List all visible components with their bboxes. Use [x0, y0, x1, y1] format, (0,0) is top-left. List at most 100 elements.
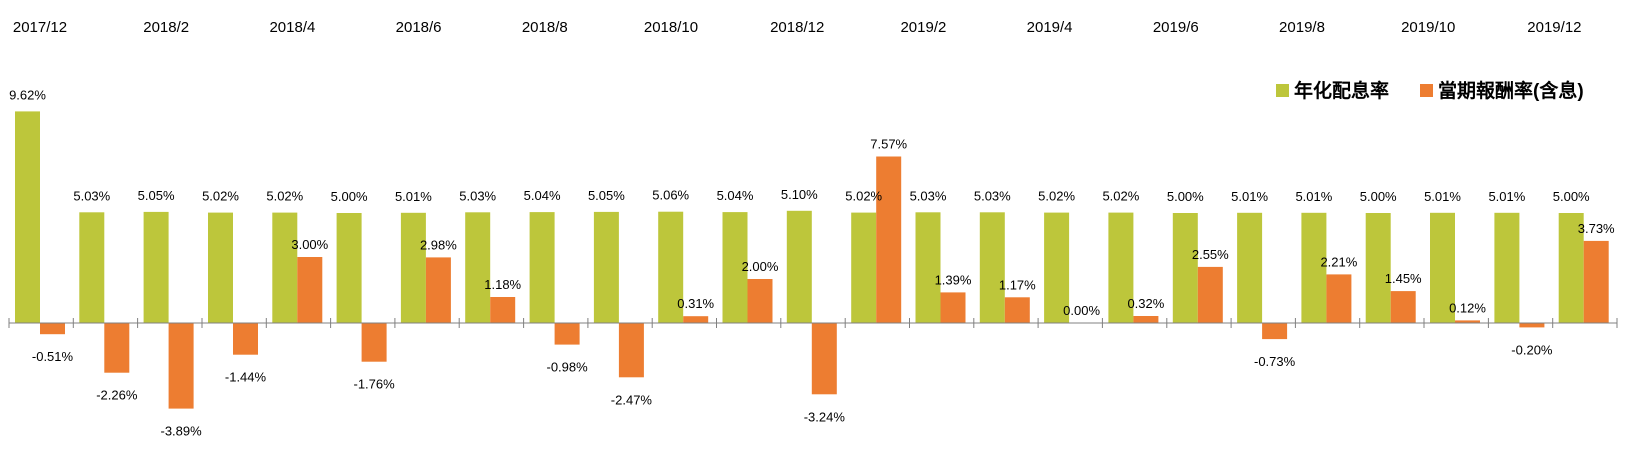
label-annualized-yield-2018-8: 5.04%	[524, 188, 561, 203]
bar-period-return-2018-7	[490, 297, 516, 323]
x-axis	[8, 318, 1618, 328]
bar-annualized-yield-2018-2	[143, 211, 169, 323]
bar-annualized-yield-2019-10	[1430, 212, 1455, 323]
bar-annualized-yield-2019-5	[1108, 212, 1134, 323]
bar-annualized-yield-2018-5	[336, 213, 362, 323]
label-annualized-yield-2019-11: 5.01%	[1488, 189, 1525, 204]
label-annualized-yield-2018-11: 5.04%	[717, 188, 754, 203]
bar-period-return-2018-10	[683, 316, 709, 323]
bar-annualized-yield-2018-1	[79, 212, 105, 323]
label-annualized-yield-2019-7: 5.01%	[1231, 189, 1268, 204]
label-period-return-2019-10: 0.12%	[1449, 300, 1486, 315]
label-annualized-yield-2019-3: 5.03%	[974, 188, 1011, 203]
label-period-return-2019-6: 2.55%	[1192, 247, 1229, 262]
period-label-2017-12: 2017/12	[13, 19, 67, 36]
bar-annualized-yield-2019-3	[979, 212, 1005, 323]
label-period-return-2018-10: 0.31%	[677, 296, 714, 311]
bars	[15, 111, 1609, 409]
label-period-return-2018-9: -2.47%	[611, 392, 653, 407]
bar-period-return-2019-1	[876, 156, 902, 323]
label-annualized-yield-2019-5: 5.02%	[1102, 189, 1139, 204]
label-period-return-2019-9: 1.45%	[1385, 271, 1422, 286]
bar-period-return-2018-4	[297, 257, 323, 323]
label-period-return-2018-7: 1.18%	[484, 277, 521, 292]
period-label-2018-2: 2018/2	[143, 19, 189, 36]
bar-annualized-yield-2017-12	[15, 111, 40, 324]
label-annualized-yield-2019-8: 5.01%	[1295, 189, 1332, 204]
label-annualized-yield-2019-1: 5.02%	[845, 189, 882, 204]
label-annualized-yield-2018-2: 5.05%	[138, 188, 175, 203]
label-annualized-yield-2018-7: 5.03%	[459, 188, 496, 203]
label-annualized-yield-2018-5: 5.00%	[331, 189, 368, 204]
bar-annualized-yield-2019-1	[851, 212, 877, 323]
label-period-return-2018-8: -0.98%	[546, 360, 588, 375]
period-label-2019-4: 2019/4	[1027, 19, 1073, 36]
bar-period-return-2019-3	[1004, 297, 1030, 323]
period-label-2019-12: 2019/12	[1527, 19, 1581, 36]
label-period-return-2017-12: -0.51%	[32, 349, 74, 364]
bar-annualized-yield-2018-12	[786, 210, 812, 323]
bar-annualized-yield-2019-12	[1558, 213, 1584, 323]
label-annualized-yield-2018-1: 5.03%	[73, 188, 110, 203]
label-period-return-2019-1: 7.57%	[870, 137, 907, 152]
bar-annualized-yield-2018-4	[272, 212, 298, 323]
value-labels: 9.62% -0.51% 5.03% -2.26% 5.05% -3.89% 5.02% -1…	[9, 87, 1615, 438]
bar-period-return-2019-7	[1262, 323, 1288, 340]
label-period-return-2018-12: -3.24%	[804, 409, 846, 424]
bar-period-return-2018-1	[104, 323, 130, 373]
label-period-return-2018-1: -2.26%	[96, 388, 138, 403]
bar-period-return-2019-11	[1519, 323, 1545, 328]
period-label-2018-8: 2018/8	[522, 19, 568, 36]
bar-annualized-yield-2018-3	[208, 212, 233, 323]
bar-annualized-yield-2019-8	[1301, 212, 1327, 323]
label-annualized-yield-2017-12: 9.62%	[9, 87, 46, 102]
bar-period-return-2018-9	[618, 323, 644, 378]
label-period-return-2018-5: -1.76%	[353, 377, 395, 392]
bar-annualized-yield-2019-7	[1237, 212, 1263, 323]
bar-period-return-2019-9	[1390, 291, 1416, 323]
label-annualized-yield-2018-4: 5.02%	[266, 189, 303, 204]
bar-annualized-yield-2018-11	[722, 212, 748, 323]
legend-label-annualized-yield: 年化配息率	[1294, 79, 1389, 102]
bar-period-return-2019-8	[1326, 274, 1352, 323]
period-label-2019-6: 2019/6	[1153, 19, 1199, 36]
legend: 年化配息率 當期報酬率(含息)	[1276, 79, 1584, 102]
period-labels: 2017/12 2018/2 2018/4 2018/6 2018/8 2018/10 20…	[13, 19, 1582, 36]
bar-period-return-2019-10	[1455, 320, 1480, 323]
label-annualized-yield-2018-9: 5.05%	[588, 188, 625, 203]
bar-period-return-2018-2	[168, 323, 194, 409]
period-label-2018-10: 2018/10	[644, 19, 698, 36]
bar-annualized-yield-2019-11	[1494, 212, 1520, 323]
label-annualized-yield-2019-10: 5.01%	[1424, 189, 1461, 204]
label-annualized-yield-2019-2: 5.03%	[910, 188, 947, 203]
label-annualized-yield-2018-10: 5.06%	[652, 188, 689, 203]
bar-period-return-2018-12	[811, 323, 837, 395]
bar-period-return-2019-2	[940, 292, 966, 323]
bar-period-return-2018-8	[554, 323, 580, 345]
period-label-2018-12: 2018/12	[770, 19, 824, 36]
label-period-return-2019-7: -0.73%	[1254, 354, 1296, 369]
label-annualized-yield-2018-12: 5.10%	[781, 187, 818, 202]
bar-annualized-yield-2018-9	[593, 211, 619, 323]
bar-period-return-2018-11	[747, 279, 773, 323]
label-period-return-2019-3: 1.17%	[999, 277, 1036, 292]
label-period-return-2019-4: 0.00%	[1063, 303, 1100, 318]
period-label-2019-2: 2019/2	[900, 19, 946, 36]
label-annualized-yield-2018-3: 5.02%	[202, 189, 239, 204]
bar-annualized-yield-2018-10	[658, 211, 684, 323]
label-period-return-2018-6: 2.98%	[420, 237, 457, 252]
bar-period-return-2019-12	[1583, 240, 1609, 323]
bar-annualized-yield-2019-9	[1365, 213, 1391, 323]
bar-period-return-2018-3	[233, 323, 258, 355]
bar-annualized-yield-2018-6	[400, 212, 426, 323]
legend-swatch-annualized-yield	[1276, 84, 1289, 97]
bar-annualized-yield-2018-7	[465, 212, 491, 323]
bar-period-return-2019-5	[1133, 316, 1159, 323]
label-annualized-yield-2018-6: 5.01%	[395, 189, 432, 204]
bar-annualized-yield-2019-6	[1172, 213, 1198, 323]
label-period-return-2019-11: -0.20%	[1511, 342, 1553, 357]
label-period-return-2019-5: 0.32%	[1127, 296, 1164, 311]
period-label-2019-8: 2019/8	[1279, 19, 1325, 36]
bar-period-return-2019-6	[1197, 266, 1223, 323]
period-label-2018-6: 2018/6	[396, 19, 442, 36]
